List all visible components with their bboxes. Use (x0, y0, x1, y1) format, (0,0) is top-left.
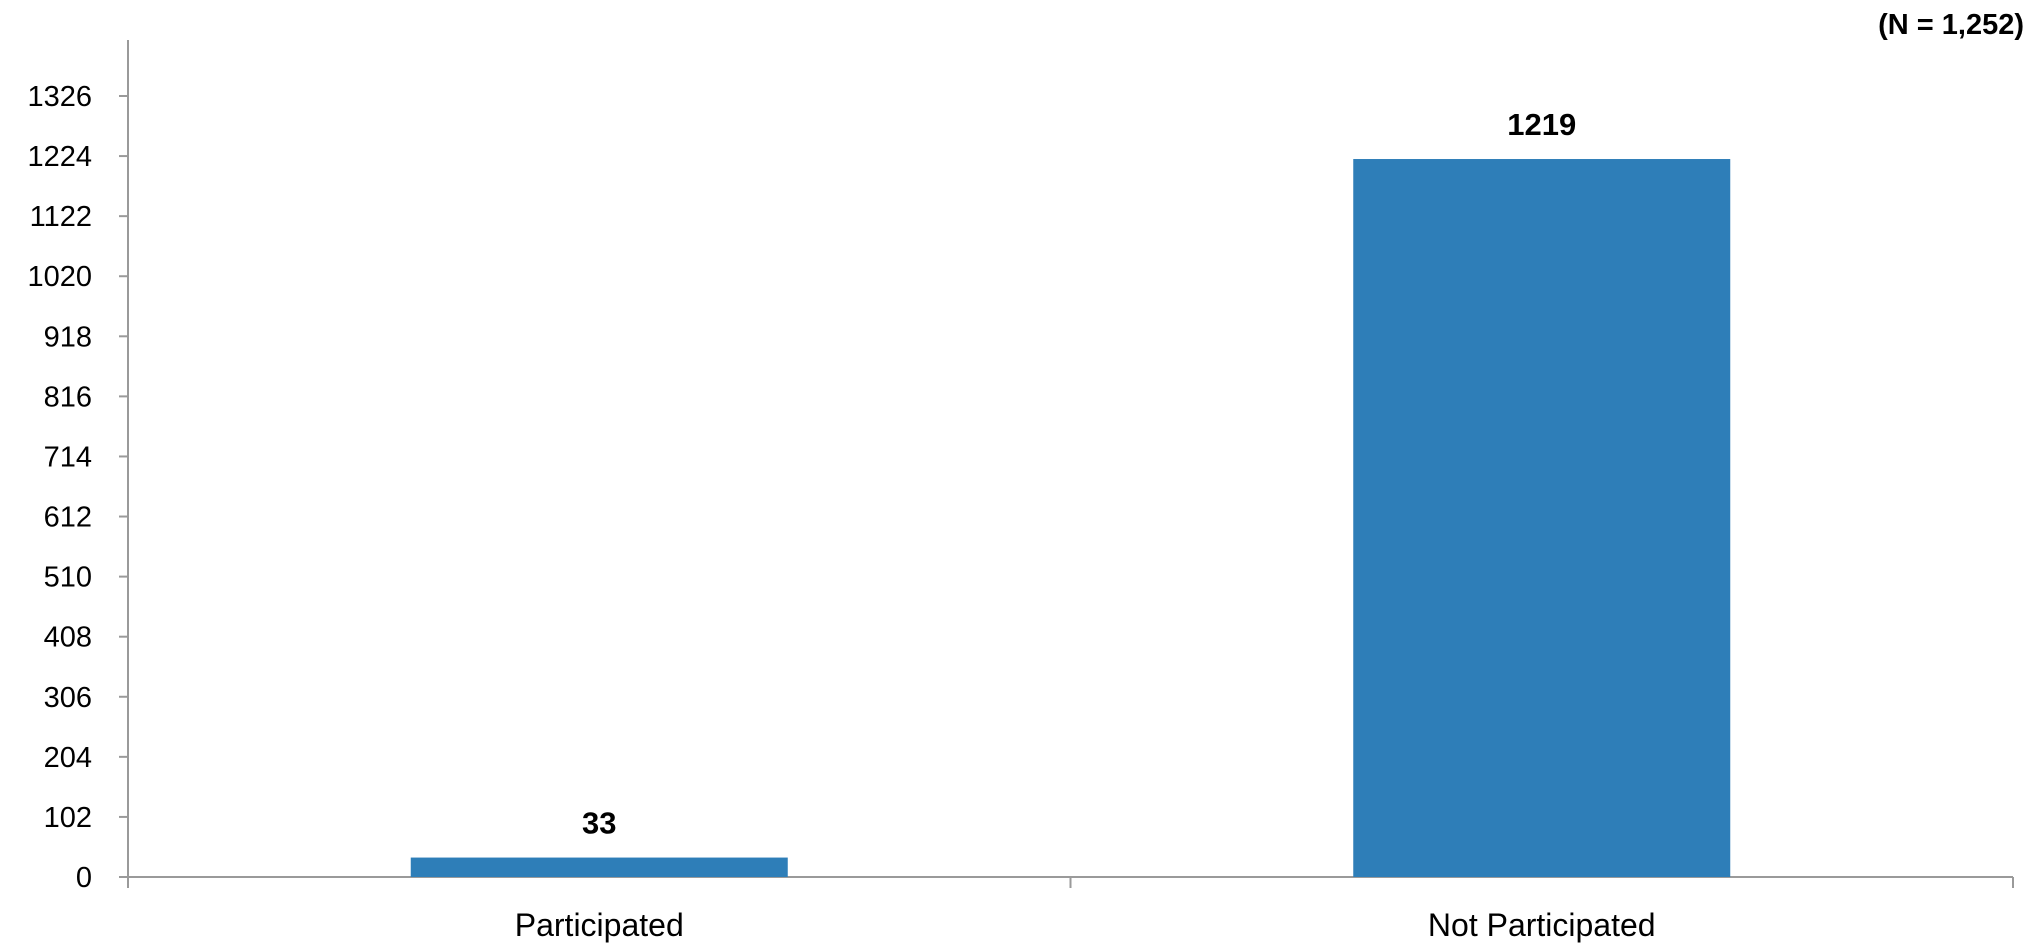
y-tick-label: 102 (44, 802, 92, 834)
y-tick-label: 1122 (30, 201, 92, 233)
y-tick-label: 306 (44, 682, 92, 714)
y-tick-label: 612 (44, 502, 92, 534)
bar-not-participated (1353, 159, 1731, 878)
y-tick-label: 714 (44, 441, 92, 473)
sample-size-note: (N = 1,252) (1878, 9, 2024, 41)
y-tick-label: 1224 (27, 141, 92, 173)
x-axis: Participated Not Participated (127, 876, 2014, 943)
bars (410, 159, 1731, 878)
y-tick-label: 408 (44, 622, 92, 654)
y-tick-label: 510 (44, 562, 92, 594)
y-tick-label: 1020 (27, 261, 92, 293)
bar-participated (410, 857, 788, 877)
bar-value-label: 33 (582, 806, 616, 841)
y-tick-label: 204 (44, 742, 92, 774)
y-tick-label: 0 (76, 862, 92, 894)
y-axis: 0 102 204 306 408 510 612 714 816 918 1020 1122 1224… (27, 40, 129, 894)
data-labels: 33 1219 (582, 107, 1576, 841)
y-tick-label: 816 (44, 381, 92, 413)
bar-value-label: 1219 (1507, 107, 1576, 142)
y-tick-label: 1326 (27, 81, 92, 113)
x-category-label: Participated (515, 907, 684, 943)
x-category-label: Not Participated (1428, 907, 1656, 943)
y-tick-label: 918 (44, 321, 92, 353)
